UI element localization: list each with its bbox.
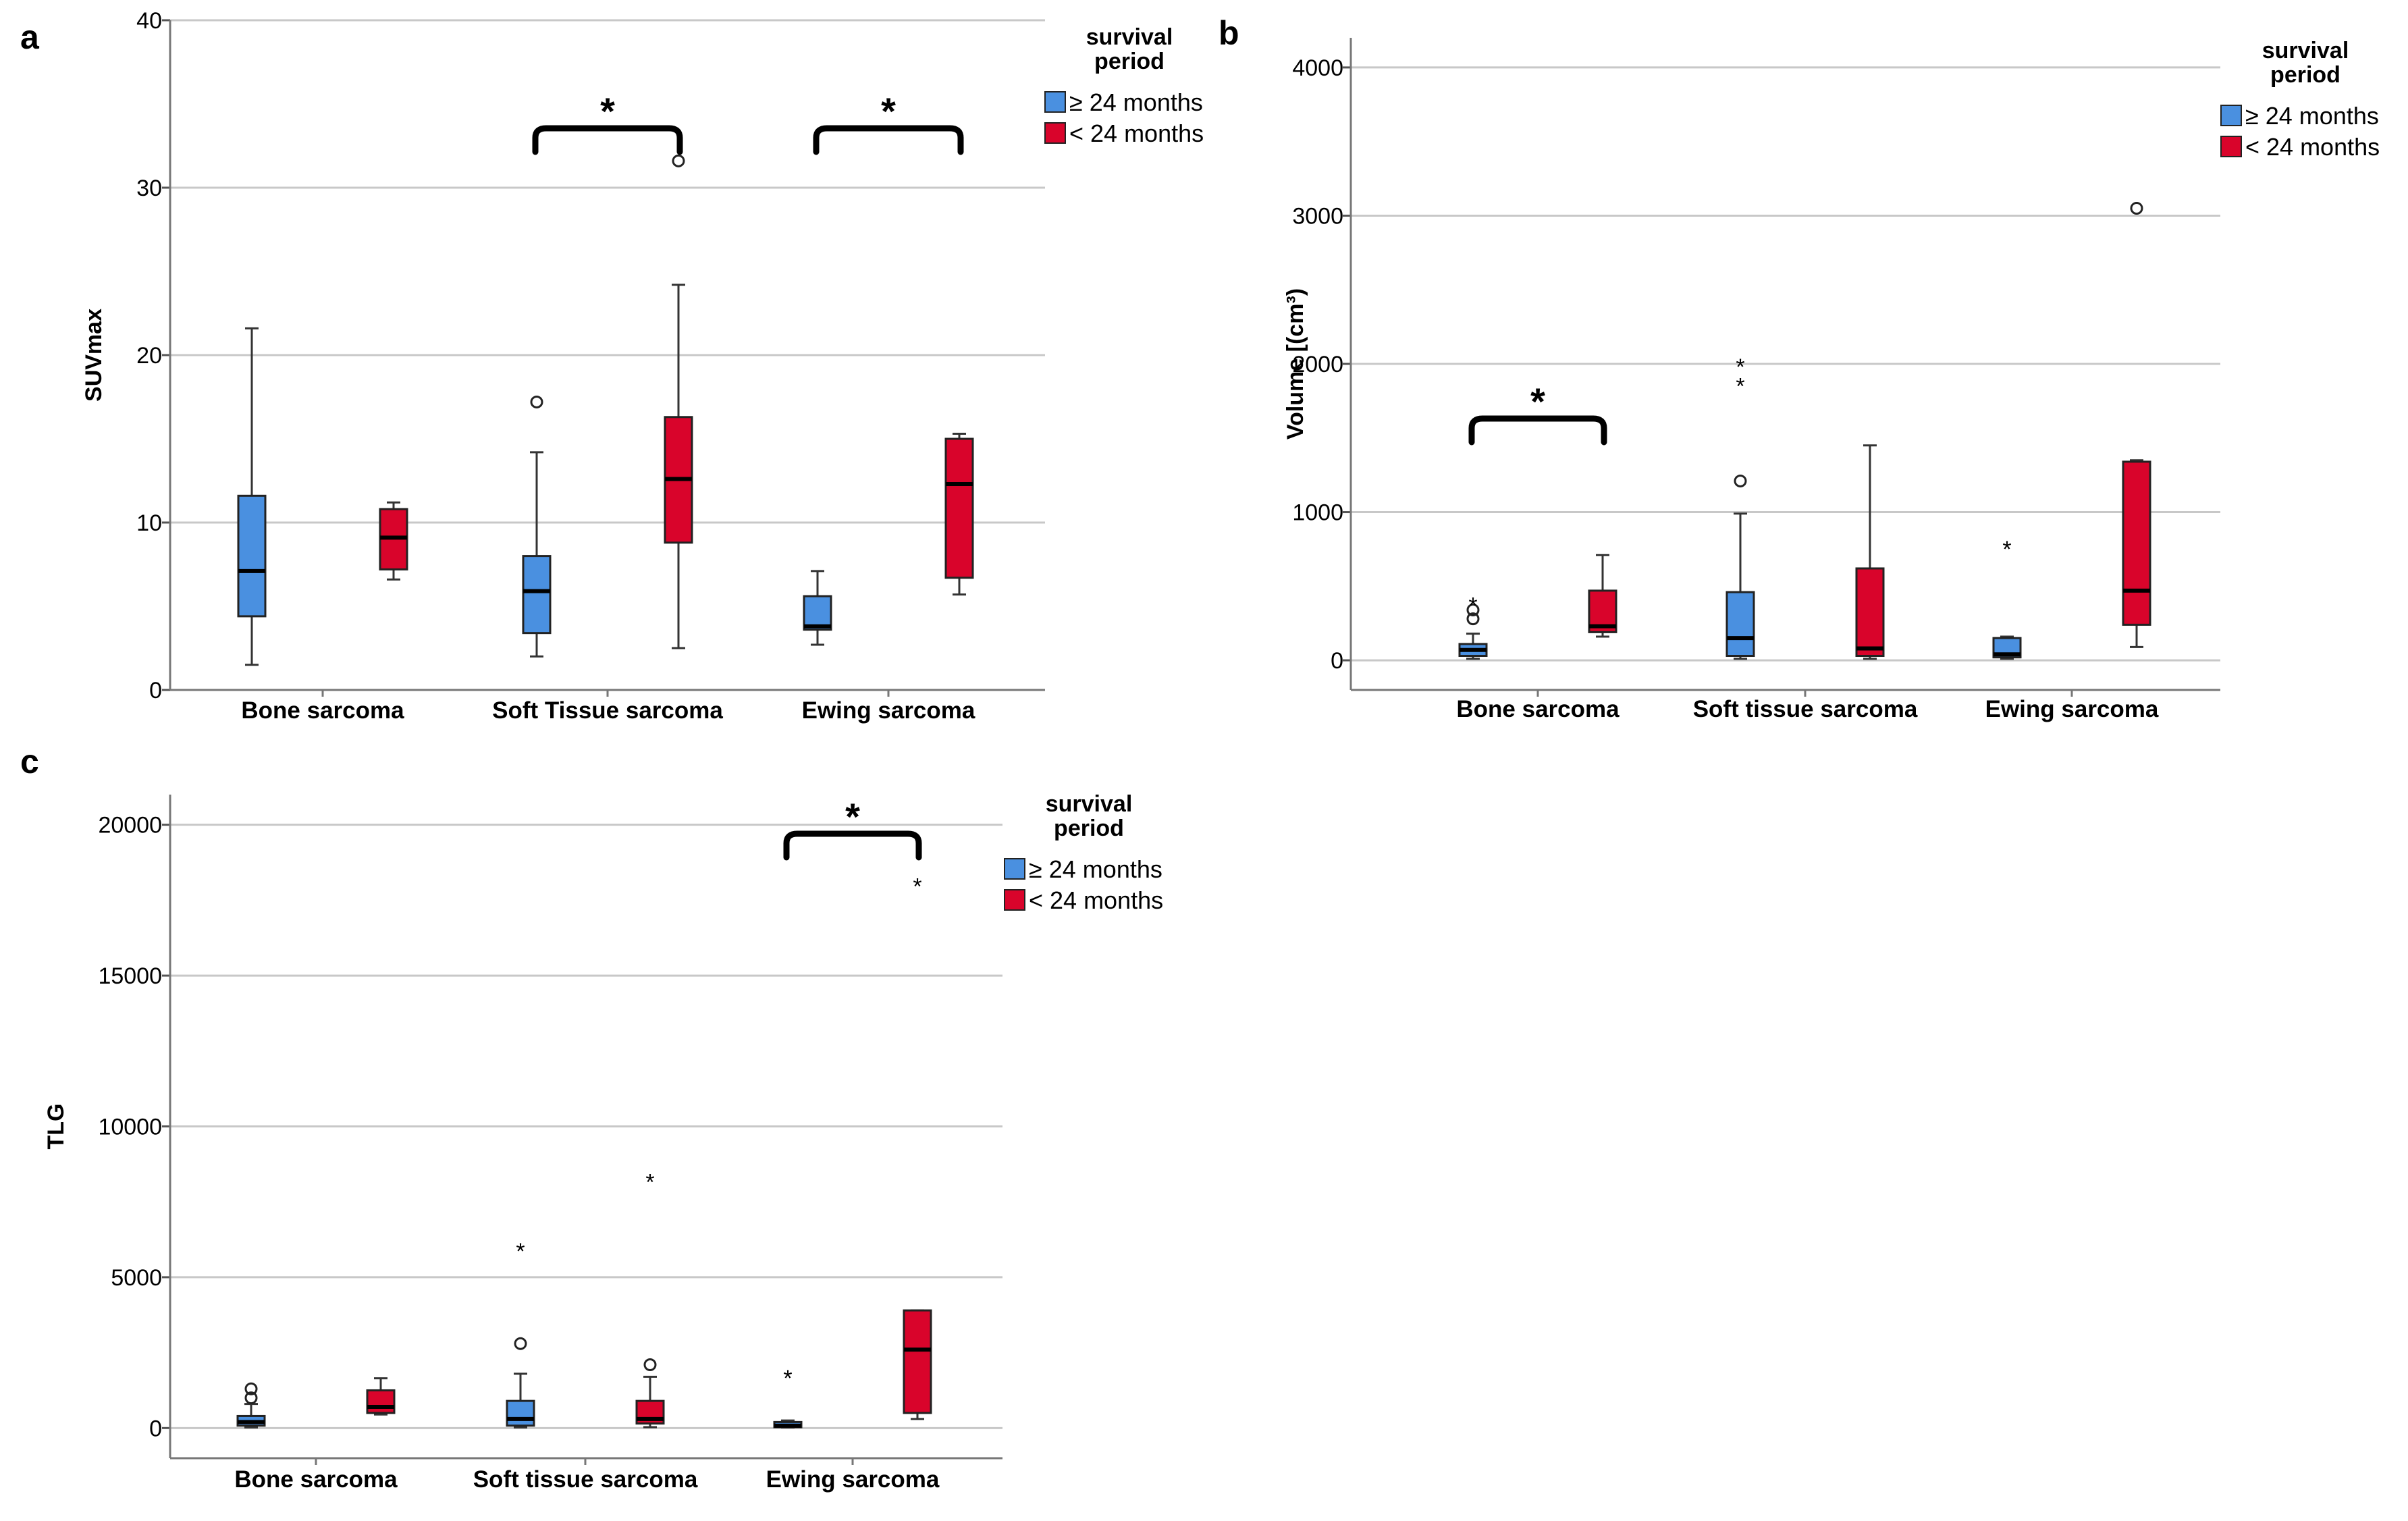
panel-b-category-label: Bone sarcoma bbox=[1456, 696, 1620, 722]
panel-b-box bbox=[1725, 591, 1755, 658]
panel-c-box bbox=[366, 1389, 396, 1414]
panel-b-extreme-point: * bbox=[1468, 593, 1477, 618]
panel-b-legend-label: ≥ 24 months bbox=[2245, 102, 2379, 130]
panel-c-category-label: Bone sarcoma bbox=[234, 1466, 398, 1493]
panel-a-box bbox=[803, 595, 832, 631]
panel-a-significance-bracket bbox=[813, 125, 964, 155]
panel-a-category-label: Soft Tissue sarcoma bbox=[492, 697, 723, 724]
panel-b-legend-label: < 24 months bbox=[2245, 133, 2380, 161]
panel-letter-b: b bbox=[1219, 14, 1239, 52]
panel-a-legend-label: < 24 months bbox=[1069, 119, 1204, 147]
panel-c-outlier-point bbox=[643, 1358, 657, 1371]
panel-b-legend-swatch bbox=[2220, 105, 2242, 126]
panel-c-significance-star: * bbox=[845, 795, 860, 838]
panel-a-y-tick-label: 10 bbox=[136, 510, 162, 536]
panel-a-chart: 0 10 20 30 40 SUVmax Bone sarcoma Soft Tissue s… bbox=[81, 8, 1204, 724]
panel-a-box bbox=[237, 494, 267, 618]
panel-b-extreme-point: * bbox=[1736, 373, 1744, 399]
panel-b-y-tick-label: 3000 bbox=[1292, 203, 1343, 229]
panel-c-extreme-point: * bbox=[645, 1169, 654, 1195]
panel-c-outlier-point bbox=[244, 1382, 258, 1395]
panel-c-legend-swatch bbox=[1004, 889, 1025, 911]
panel-letter-a: a bbox=[20, 18, 40, 56]
panel-c-legend-title: survival bbox=[1046, 791, 1133, 817]
panel-b-category-label: Soft tissue sarcoma bbox=[1693, 696, 1918, 722]
panel-b-legend-swatch bbox=[2220, 136, 2242, 157]
panel-b-significance-star: * bbox=[1530, 380, 1545, 423]
panel-b-y-tick-label: 2000 bbox=[1292, 352, 1343, 377]
panel-a-legend-label: ≥ 24 months bbox=[1069, 88, 1203, 116]
panel-c-box bbox=[506, 1399, 535, 1427]
panel-a-legend-swatch bbox=[1044, 91, 1066, 113]
panel-b-significance-bracket bbox=[1468, 415, 1607, 446]
panel-c-y-tick-label: 0 bbox=[149, 1416, 162, 1441]
panel-a-y-tick-label: 40 bbox=[136, 8, 162, 34]
panel-c-legend-swatch bbox=[1004, 858, 1025, 880]
panel-a-y-tick-label: 20 bbox=[136, 343, 162, 369]
panel-c-y-tick-label: 10000 bbox=[98, 1115, 162, 1140]
panel-c-outlier-point bbox=[244, 1391, 258, 1405]
panel-b-category-label: Ewing sarcoma bbox=[1985, 696, 2159, 722]
panel-c-outlier-point bbox=[514, 1337, 527, 1350]
panel-a-significance-star: * bbox=[881, 90, 896, 132]
panel-b-y-tick-label: 4000 bbox=[1292, 55, 1343, 81]
panel-a-legend-title: survival bbox=[1086, 24, 1173, 50]
panel-b-y-tick-label: 0 bbox=[1331, 648, 1343, 674]
panel-a-outlier-point bbox=[672, 154, 685, 167]
panel-c-category-label: Ewing sarcoma bbox=[766, 1466, 940, 1493]
panel-a-significance-star: * bbox=[600, 90, 615, 132]
panel-b-legend-title: period bbox=[2270, 62, 2340, 88]
panel-a-legend-swatch bbox=[1044, 122, 1066, 144]
panel-c-extreme-point: * bbox=[516, 1239, 525, 1264]
panel-a-category-label: Bone sarcoma bbox=[241, 697, 404, 724]
panel-b-extreme-point: * bbox=[2002, 537, 2011, 562]
panel-b-box bbox=[2122, 460, 2151, 626]
panel-b-extreme-point: * bbox=[1736, 354, 1744, 380]
panel-b-outlier-point bbox=[1466, 612, 1480, 626]
panel-c-chart: 0 5000 10000 15000 20000 TLG Bone sarcoma Soft … bbox=[43, 791, 1163, 1493]
panel-b-outlier-point bbox=[2130, 201, 2143, 215]
panel-c-legend-title: period bbox=[1054, 816, 1124, 841]
panel-c-y-axis-label: TLG bbox=[43, 1104, 69, 1150]
panel-c-extreme-point: * bbox=[913, 874, 921, 900]
panel-c-y-tick-label: 20000 bbox=[98, 813, 162, 838]
panel-b-legend-title: survival bbox=[2262, 38, 2349, 63]
panel-c-y-tick-label: 5000 bbox=[111, 1265, 162, 1291]
panel-c-significance-bracket bbox=[783, 830, 922, 861]
panel-b-y-axis-label: Volume [(cm³) bbox=[1283, 288, 1308, 439]
panel-b-box bbox=[1855, 567, 1885, 658]
panel-a-y-axis-label: SUVmax bbox=[81, 309, 107, 402]
panel-c-y-tick-label: 15000 bbox=[98, 963, 162, 989]
panel-a-box bbox=[522, 555, 552, 635]
panel-c-legend-label: ≥ 24 months bbox=[1029, 855, 1162, 883]
panel-a-legend-title: period bbox=[1094, 49, 1165, 74]
panel-c-category-label: Soft tissue sarcoma bbox=[473, 1466, 698, 1493]
panel-b-y-tick-label: 1000 bbox=[1292, 500, 1343, 526]
panel-b-chart: 0 1000 2000 3000 4000 Volume [(cm³) Bone sarco… bbox=[1283, 38, 2380, 722]
panel-a-significance-bracket bbox=[532, 125, 683, 155]
panel-b-outlier-point bbox=[1734, 474, 1747, 487]
panel-letter-c: c bbox=[20, 743, 39, 780]
panel-c-box bbox=[903, 1309, 932, 1414]
panel-c-extreme-point: * bbox=[783, 1366, 792, 1391]
panel-a-category-label: Ewing sarcoma bbox=[802, 697, 975, 724]
panel-a-y-tick-label: 0 bbox=[149, 678, 162, 703]
panel-c-legend-label: < 24 months bbox=[1029, 886, 1163, 914]
panel-a-y-tick-label: 30 bbox=[136, 176, 162, 201]
panel-a-box bbox=[944, 437, 974, 579]
panel-b-outlier-point bbox=[1466, 603, 1480, 616]
panel-a-outlier-point bbox=[530, 395, 543, 408]
